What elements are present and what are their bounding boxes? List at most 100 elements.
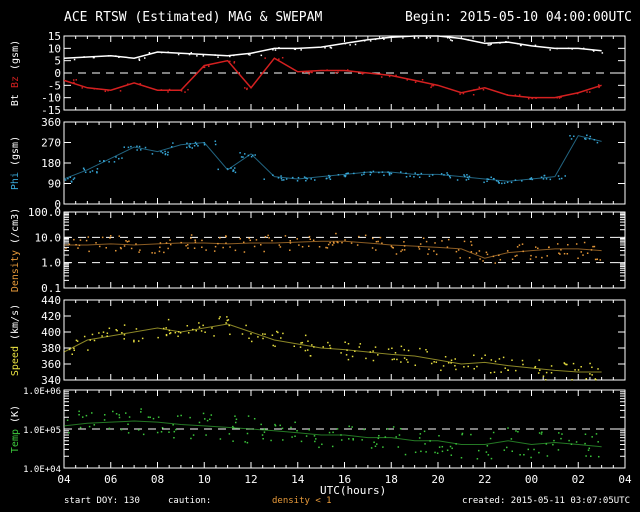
data-point-temp [507,427,509,429]
data-point-phi [281,179,283,181]
data-point-speed [304,349,307,352]
data-point-density [333,242,335,244]
data-point-bt [567,47,570,50]
data-point-density [329,241,331,244]
data-point-speed [435,361,438,363]
data-point-phi [413,176,415,178]
data-point-speed [271,334,274,336]
data-point-temp [425,451,427,453]
data-point-speed [169,332,172,334]
data-point-temp [140,408,142,410]
data-point-bz [478,86,481,89]
data-point-speed [597,368,599,370]
data-point-speed [589,373,591,375]
data-point-speed [534,366,536,369]
y-label-part: Temp [10,429,21,453]
data-point-bt [115,55,117,57]
data-point-phi [464,175,466,178]
y-axis-label: Speed (km/s) [10,304,21,376]
data-point-temp [108,427,111,430]
data-point-bz [311,71,313,74]
data-point-phi [409,175,411,177]
data-point-density [135,243,137,245]
data-point-speed [213,335,215,337]
data-point-speed [200,330,203,332]
data-point-temp [247,415,250,417]
data-point-density [335,232,337,235]
data-point-temp [519,453,521,456]
data-point-temp [382,446,384,448]
data-point-bt [517,42,519,45]
data-point-speed [447,362,450,364]
data-point-density [559,253,561,255]
data-point-temp [587,449,590,451]
data-point-temp [538,432,541,434]
data-point-speed [73,347,75,350]
data-point-density [119,246,122,249]
data-point-phi [542,178,545,180]
data-point-density [109,235,112,237]
data-point-speed [121,332,123,334]
y-tick-label: 0 [54,198,61,211]
data-point-phi [226,168,229,170]
data-point-temp [386,428,389,430]
data-point-temp [568,439,570,442]
x-tick-label: 20 [431,473,444,486]
data-point-temp [420,450,422,453]
data-point-speed [274,345,276,348]
data-point-temp [511,450,514,453]
data-point-phi [456,179,459,181]
data-point-density [447,238,450,241]
data-point-phi [69,176,72,178]
data-point-bz [244,87,246,89]
data-point-phi [486,178,488,180]
data-point-density [470,240,472,243]
data-point-density [577,257,579,259]
data-point-temp [557,449,560,451]
data-point-phi [363,171,366,174]
data-point-speed [572,362,575,365]
data-point-phi [344,175,347,177]
data-point-bz [229,60,231,63]
data-point-temp [296,429,298,432]
data-point-phi [530,177,533,179]
data-point-temp [246,432,249,435]
data-point-phi [345,173,347,175]
data-point-temp [370,447,373,449]
data-point-speed [467,365,469,368]
data-point-density [219,237,221,239]
data-point-speed [123,338,125,340]
data-point-speed [405,358,408,361]
data-point-bz [432,84,435,87]
data-point-bt [330,47,333,49]
data-point-density [278,244,281,246]
data-point-speed [133,339,135,342]
data-point-density [537,247,539,250]
data-point-phi [296,180,299,182]
series-line-bt [63,35,602,59]
data-point-temp [157,416,160,418]
data-point-density [253,245,256,248]
y-tick-label: 180 [41,157,61,170]
data-point-phi [230,167,232,169]
data-point-temp [351,426,353,428]
data-point-phi [310,178,312,180]
data-point-phi [543,174,546,177]
data-point-temp [398,434,401,436]
data-point-phi [254,154,256,156]
data-point-speed [403,349,406,351]
data-point-speed [522,363,524,366]
data-point-phi [347,172,349,174]
data-point-speed [211,327,213,329]
data-point-phi [280,175,282,177]
data-point-temp [461,433,463,436]
y-tick-label: 1.0E+04 [23,465,61,475]
data-point-phi [306,177,308,180]
data-point-phi [170,146,173,148]
data-point-temp [125,412,127,414]
data-point-temp [118,416,121,419]
data-point-temp [331,445,334,448]
data-point-speed [195,329,197,332]
data-point-speed [192,328,194,331]
data-point-temp [127,432,130,434]
